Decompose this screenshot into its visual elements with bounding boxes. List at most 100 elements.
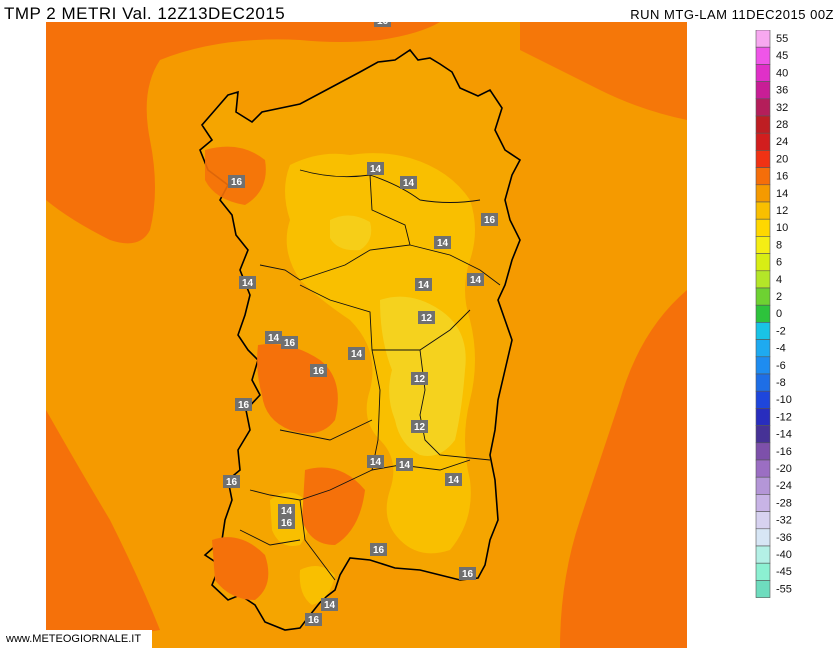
- legend-swatch: [755, 390, 771, 409]
- svg-text:14: 14: [242, 278, 254, 289]
- station-marker: 14: [467, 273, 484, 286]
- svg-text:14: 14: [403, 178, 415, 189]
- station-marker: 14: [278, 504, 295, 517]
- station-marker: 14: [321, 598, 338, 611]
- svg-text:14: 14: [448, 475, 460, 486]
- map-title: TMP 2 METRI Val. 12Z13DEC2015: [4, 4, 286, 23]
- station-marker: 16: [228, 175, 245, 188]
- legend-swatch: [755, 356, 771, 375]
- legend-label: -6: [776, 360, 786, 372]
- legend-swatch: [755, 545, 771, 564]
- interior-mild-s: [299, 566, 335, 605]
- legend-label: -2: [776, 325, 786, 337]
- station-marker: 16: [459, 567, 476, 580]
- station-marker: 16: [305, 613, 322, 626]
- svg-text:14: 14: [281, 506, 293, 517]
- legend-swatch: [755, 339, 771, 358]
- sea-warm-east: [560, 290, 687, 648]
- legend-swatch: [755, 562, 771, 581]
- station-marker: 12: [411, 420, 428, 433]
- legend-label: -24: [776, 480, 792, 492]
- svg-text:12: 12: [421, 313, 433, 324]
- temperature-map: 14 16 14 14 16 14 14 14 14 12 14 16 14 1…: [46, 22, 687, 648]
- legend-label: 6: [776, 257, 782, 269]
- legend-swatch: [755, 304, 771, 323]
- legend-label: -36: [776, 532, 792, 544]
- legend-label: 24: [776, 136, 788, 148]
- station-marker: 14: [445, 473, 462, 486]
- south-warm: [302, 467, 365, 545]
- legend-label: 14: [776, 188, 788, 200]
- sea-warm-north: [46, 22, 440, 244]
- legend-label: -10: [776, 394, 792, 406]
- svg-text:16: 16: [284, 338, 296, 349]
- svg-text:16: 16: [308, 615, 320, 626]
- station-marker: 16: [223, 475, 240, 488]
- legend-swatch: [755, 425, 771, 444]
- station-marker: 14: [348, 347, 365, 360]
- svg-text:16: 16: [226, 477, 238, 488]
- sea-warm-ne: [520, 22, 687, 120]
- svg-text:16: 16: [238, 400, 250, 411]
- legend-label: -28: [776, 497, 792, 509]
- legend-swatch: [755, 167, 771, 186]
- legend-label: 55: [776, 33, 788, 45]
- legend-swatch: [755, 81, 771, 100]
- legend-swatch: [755, 46, 771, 65]
- model-run-label: RUN MTG-LAM 11DEC2015 00Z: [630, 7, 834, 22]
- station-marker: 16: [278, 516, 295, 529]
- station-marker: 12: [411, 372, 428, 385]
- legend-swatch: [755, 494, 771, 512]
- sw-warm: [212, 537, 269, 600]
- interior-cool-n: [330, 215, 372, 251]
- svg-text:12: 12: [414, 374, 426, 385]
- legend-swatch: [755, 201, 771, 220]
- legend-swatch: [755, 270, 771, 289]
- legend-label: 2: [776, 291, 782, 303]
- station-marker: 14: [239, 276, 256, 289]
- svg-text:16: 16: [462, 569, 474, 580]
- legend-swatch: [755, 476, 771, 495]
- legend-label: 45: [776, 50, 788, 62]
- legend-label: -4: [776, 343, 786, 355]
- legend-label: -32: [776, 515, 792, 527]
- legend-label: -40: [776, 549, 792, 561]
- svg-text:16: 16: [281, 518, 293, 529]
- station-marker: 16: [310, 364, 327, 377]
- legend-label: 20: [776, 153, 788, 165]
- legend-swatch: [755, 408, 771, 426]
- station-marker: 16: [281, 336, 298, 349]
- legend-swatch: [755, 115, 771, 134]
- svg-text:14: 14: [268, 333, 280, 344]
- station-marker: 16: [370, 543, 387, 556]
- legend-label: -8: [776, 377, 786, 389]
- legend-swatch: [755, 30, 771, 48]
- legend-label: -16: [776, 446, 792, 458]
- svg-text:14: 14: [351, 349, 363, 360]
- svg-text:14: 14: [370, 457, 382, 468]
- svg-text:14: 14: [370, 164, 382, 175]
- svg-text:16: 16: [373, 545, 385, 556]
- legend-label: 0: [776, 308, 782, 320]
- legend-label: 4: [776, 274, 782, 286]
- legend-swatch: [755, 218, 771, 237]
- legend-swatch: [755, 459, 771, 478]
- svg-text:16: 16: [484, 215, 496, 226]
- station-marker: 14: [415, 278, 432, 291]
- station-marker: 14: [400, 176, 417, 189]
- station-marker: 14: [367, 162, 384, 175]
- legend-label: 28: [776, 119, 788, 131]
- legend-swatch: [755, 511, 771, 530]
- svg-text:14: 14: [470, 275, 482, 286]
- legend-label: -45: [776, 566, 792, 578]
- legend-label: 32: [776, 102, 788, 114]
- legend-label: 8: [776, 239, 782, 251]
- svg-text:14: 14: [399, 460, 411, 471]
- svg-text:16: 16: [313, 366, 325, 377]
- svg-text:14: 14: [324, 600, 336, 611]
- legend-swatch: [755, 442, 771, 461]
- legend-swatch: [755, 322, 771, 340]
- legend-label: 16: [776, 171, 788, 183]
- station-marker: 16: [374, 22, 391, 27]
- legend-swatch: [755, 287, 771, 306]
